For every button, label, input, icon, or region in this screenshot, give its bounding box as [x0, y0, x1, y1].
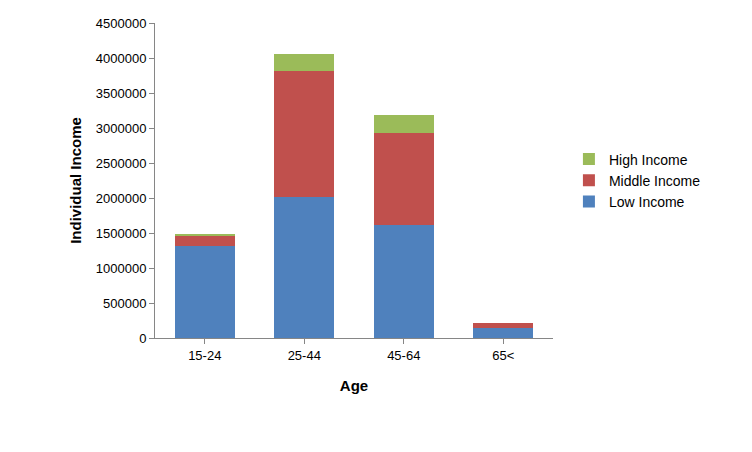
- svg-text:High Income: High Income: [609, 152, 688, 168]
- svg-text:500000: 500000: [103, 296, 146, 311]
- svg-text:4000000: 4000000: [96, 51, 147, 66]
- svg-text:3000000: 3000000: [96, 121, 147, 136]
- svg-text:0: 0: [139, 331, 146, 346]
- svg-text:4500000: 4500000: [96, 16, 147, 31]
- svg-text:2500000: 2500000: [96, 156, 147, 171]
- svg-text:1500000: 1500000: [96, 226, 147, 241]
- svg-text:65<: 65<: [492, 348, 514, 363]
- svg-text:Individual Income: Individual Income: [67, 117, 84, 244]
- svg-text:45-64: 45-64: [387, 348, 420, 363]
- svg-text:2000000: 2000000: [96, 191, 147, 206]
- svg-text:1000000: 1000000: [96, 261, 147, 276]
- svg-text:3500000: 3500000: [96, 86, 147, 101]
- svg-text:15-24: 15-24: [188, 348, 221, 363]
- svg-text:Age: Age: [340, 377, 368, 394]
- svg-text:Low Income: Low Income: [609, 194, 685, 210]
- svg-text:25-44: 25-44: [288, 348, 321, 363]
- svg-text:Middle Income: Middle Income: [609, 173, 700, 189]
